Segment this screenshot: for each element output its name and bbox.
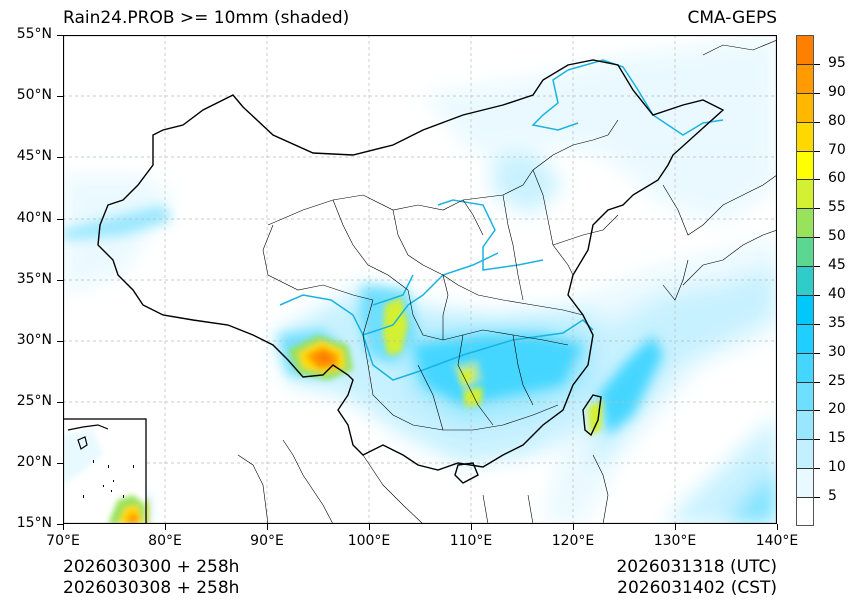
colorbar-bin (796, 468, 814, 498)
colorbar-bin (796, 323, 814, 353)
colorbar-tickmark (814, 497, 820, 499)
y-tick-25n: 25°N (16, 393, 52, 409)
y-tickmark (57, 402, 63, 403)
y-tickmark (57, 524, 63, 525)
colorbar-label: 80 (828, 112, 846, 129)
colorbar-label: 10 (828, 459, 846, 476)
y-tick-45n: 45°N (16, 148, 52, 164)
colorbar-tickmark (814, 294, 820, 296)
colorbar-bin (796, 92, 814, 122)
y-tickmark (57, 96, 63, 97)
colorbar-tickmark (814, 208, 820, 210)
x-tick-80e: 80°E (148, 533, 182, 549)
x-tickmark (471, 524, 472, 530)
y-tick-30n: 30°N (16, 332, 52, 348)
y-tickmark (57, 35, 63, 36)
colorbar-bin (796, 35, 814, 64)
colorbar-label: 25 (828, 372, 846, 389)
colorbar-label: 95 (828, 54, 846, 71)
y-tick-55n: 55°N (16, 26, 52, 42)
init-time-block: 2026030300 + 258h 2026030308 + 258h (63, 557, 239, 599)
y-tick-35n: 35°N (16, 271, 52, 287)
y-tick-40n: 40°N (16, 210, 52, 226)
colorbar-bin (796, 294, 814, 324)
probability-map (63, 35, 777, 524)
y-tickmark (57, 463, 63, 464)
colorbar-tickmark (814, 410, 820, 412)
x-tickmark (777, 524, 778, 530)
x-tick-130e: 130°E (653, 533, 697, 549)
colorbar-bin (796, 266, 814, 295)
colorbar-tickmark (814, 237, 820, 239)
colorbar-bin (796, 150, 814, 180)
colorbar-label: 50 (828, 228, 846, 245)
y-tick-15n: 15°N (16, 515, 52, 531)
y-tick-50n: 50°N (16, 87, 52, 103)
valid-time-block: 2026031318 (UTC) 2026031402 (CST) (616, 557, 777, 599)
colorbar-label: 70 (828, 141, 846, 158)
colorbar-bin (796, 208, 814, 238)
colorbar-bin (796, 439, 814, 469)
colorbar-label: 55 (828, 199, 846, 216)
colorbar-frame (796, 35, 814, 526)
x-tickmark (267, 524, 268, 530)
colorbar-bin (796, 237, 814, 267)
colorbar-label: 35 (828, 314, 846, 331)
y-tickmark (57, 280, 63, 281)
x-tickmark (63, 524, 64, 530)
colorbar-bin (796, 121, 814, 151)
x-tick-110e: 110°E (449, 533, 493, 549)
x-tick-90e: 90°E (250, 533, 284, 549)
colorbar (796, 35, 814, 526)
colorbar-tickmark (814, 179, 820, 181)
colorbar-bin (796, 63, 814, 93)
x-tickmark (165, 524, 166, 530)
colorbar-tickmark (814, 323, 820, 325)
x-tickmark (573, 524, 574, 530)
colorbar-label: 90 (828, 83, 846, 100)
colorbar-label: 30 (828, 343, 846, 360)
colorbar-tickmark (814, 121, 820, 123)
colorbar-bin (796, 497, 814, 526)
init-time-cst: 2026030308 + 258h (63, 578, 240, 598)
colorbar-bin (796, 381, 814, 411)
init-time-utc: 2026030300 + 258h (63, 557, 240, 577)
colorbar-label: 60 (828, 170, 846, 187)
colorbar-tickmark (814, 63, 820, 65)
valid-time-utc: 2026031318 (UTC) (616, 557, 777, 577)
colorbar-label: 15 (828, 430, 846, 447)
x-tick-140e: 140°E (755, 533, 799, 549)
south-china-sea-inset (63, 418, 147, 524)
colorbar-bin (796, 179, 814, 209)
colorbar-label: 5 (828, 488, 837, 505)
x-tick-100e: 100°E (347, 533, 391, 549)
x-tick-120e: 120°E (551, 533, 595, 549)
colorbar-bin (796, 410, 814, 440)
colorbar-label: 20 (828, 401, 846, 418)
colorbar-label: 45 (828, 257, 846, 274)
y-tickmark (57, 157, 63, 158)
x-tickmark (369, 524, 370, 530)
chart-title: Rain24.PROB >= 10mm (shaded) (63, 8, 350, 28)
colorbar-tickmark (814, 468, 820, 470)
y-tickmark (57, 341, 63, 342)
x-tick-70e: 70°E (46, 533, 80, 549)
y-tickmark (57, 219, 63, 220)
colorbar-tickmark (814, 266, 820, 268)
model-name: CMA-GEPS (687, 8, 777, 28)
colorbar-tickmark (814, 352, 820, 354)
colorbar-tickmark (814, 381, 820, 383)
colorbar-tickmark (814, 92, 820, 94)
colorbar-bin (796, 352, 814, 382)
colorbar-tickmark (814, 439, 820, 441)
y-tick-20n: 20°N (16, 454, 52, 470)
valid-time-cst: 2026031402 (CST) (617, 578, 777, 598)
x-tickmark (675, 524, 676, 530)
colorbar-label: 40 (828, 285, 846, 302)
colorbar-tickmark (814, 150, 820, 152)
